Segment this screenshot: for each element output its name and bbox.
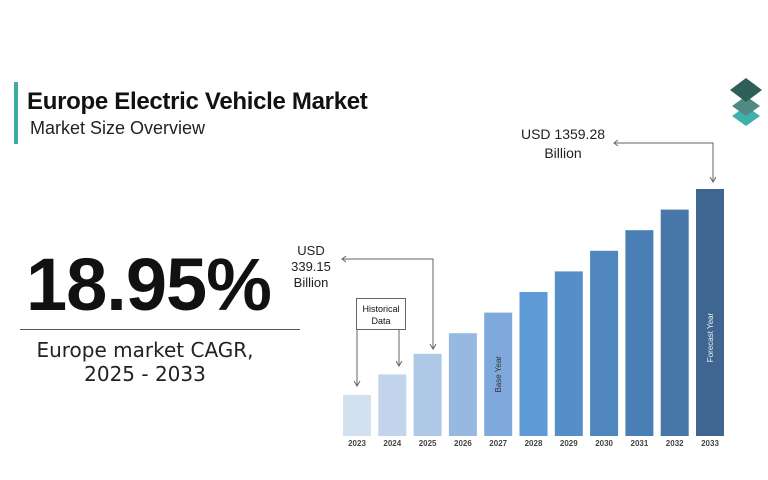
x-tick-label: 2033 bbox=[701, 439, 719, 448]
x-tick-label: 2024 bbox=[383, 439, 401, 448]
bar-label-2027: Base Year bbox=[494, 356, 503, 393]
divider bbox=[20, 329, 300, 330]
x-tick-label: 2026 bbox=[454, 439, 472, 448]
cagr-label-line1: Europe market CAGR, bbox=[36, 338, 254, 362]
annotation-text: USD 1359.28 bbox=[520, 126, 606, 142]
historical-data-box: Historical Data bbox=[356, 298, 406, 330]
stacked-layers-logo-icon bbox=[730, 78, 762, 126]
x-tick-label: 2025 bbox=[419, 439, 437, 448]
annotation-text: 339.15 bbox=[291, 259, 331, 274]
bar-2029 bbox=[554, 271, 583, 436]
bar-2024 bbox=[378, 374, 407, 436]
annotation-2025-value: USD 339.15 Billion bbox=[284, 243, 338, 291]
page-title: Europe Electric Vehicle Market bbox=[27, 88, 368, 115]
title-accent-bar bbox=[14, 82, 18, 144]
annotation-text: Billion bbox=[293, 275, 329, 290]
annotation-text: Data bbox=[371, 316, 391, 326]
bar-2028 bbox=[519, 292, 548, 436]
bar-label-2033: Forecast Year bbox=[706, 312, 715, 362]
x-tick-label: 2027 bbox=[489, 439, 507, 448]
annotation-2033-value: USD 1359.28 Billion bbox=[510, 125, 616, 163]
x-tick-label: 2028 bbox=[525, 439, 543, 448]
annotation-text: USD bbox=[297, 243, 325, 258]
bar-2033 bbox=[696, 189, 724, 436]
cagr-value: 18.95% bbox=[26, 243, 272, 326]
cagr-label-line2: 2025 - 2033 bbox=[84, 362, 206, 386]
x-tick-label: 2030 bbox=[595, 439, 613, 448]
bar-2030 bbox=[590, 250, 619, 436]
bar-2025 bbox=[413, 353, 442, 436]
x-tick-label: 2032 bbox=[666, 439, 684, 448]
cagr-label: Europe market CAGR, 2025 - 2033 bbox=[20, 338, 270, 386]
annotation-arrows bbox=[341, 139, 717, 387]
bar-2032 bbox=[660, 209, 689, 436]
annotation-text: Billion bbox=[544, 145, 582, 161]
x-tick-label: 2029 bbox=[560, 439, 578, 448]
annotation-text: Historical bbox=[362, 304, 400, 314]
x-tick-label: 2031 bbox=[631, 439, 649, 448]
arrow-2033 bbox=[614, 142, 714, 181]
bar-2023 bbox=[343, 395, 371, 436]
page-subtitle: Market Size Overview bbox=[30, 118, 206, 138]
arrow-2025 bbox=[342, 258, 434, 348]
bar-2031 bbox=[625, 230, 654, 436]
x-tick-label: 2023 bbox=[348, 439, 366, 448]
bar-2027 bbox=[484, 312, 513, 436]
bar-2026 bbox=[448, 333, 477, 436]
